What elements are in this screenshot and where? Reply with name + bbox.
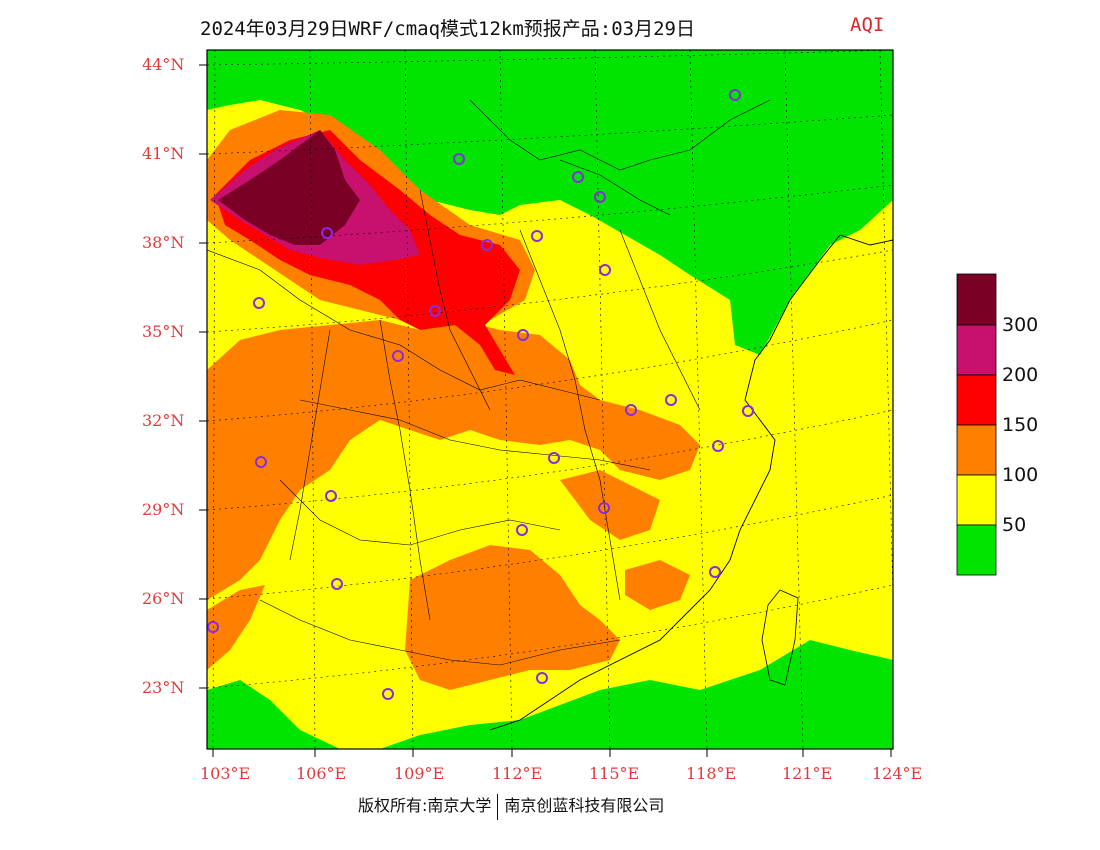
legend-swatch-usg	[956, 424, 997, 476]
station-ring	[531, 230, 543, 242]
lat-label-38n: 38°N	[142, 233, 185, 252]
station-ring	[207, 621, 219, 633]
station-ring	[548, 452, 560, 464]
aqi-label: AQI	[850, 14, 885, 36]
legend-label-200: 200	[1002, 364, 1039, 386]
legend-swatch-very-unhealthy	[956, 324, 997, 376]
station-ring	[517, 329, 529, 341]
station-ring	[625, 404, 637, 416]
legend-label-100: 100	[1002, 464, 1039, 486]
aqi-field	[207, 50, 893, 749]
station-ring	[392, 350, 404, 362]
lon-label-103e: 103°E	[200, 764, 251, 783]
lat-label-44n: 44°N	[142, 55, 185, 74]
map-title: 2024年03月29日WRF/cmaq模式12km预报产品:03月29日	[200, 18, 695, 40]
lat-label-23n: 23°N	[142, 678, 185, 697]
station-ring	[729, 89, 741, 101]
station-ring	[594, 191, 606, 203]
aqi-usg-sw-edge	[207, 585, 265, 670]
aqi-hazardous	[218, 130, 360, 245]
aqi-good-south-sea	[380, 640, 893, 749]
lon-label-106e: 106°E	[296, 764, 347, 783]
legend-swatch-hazardous	[956, 273, 997, 326]
copyright-right: 南京创蓝科技有限公司	[504, 796, 665, 815]
station-rings	[207, 89, 754, 700]
graticule	[207, 50, 893, 749]
legend-label-300: 300	[1002, 314, 1039, 336]
legend-swatch-unhealthy	[956, 374, 997, 426]
station-ring	[598, 502, 610, 514]
axis-ticks	[199, 64, 892, 757]
lon-label-115e: 115°E	[589, 764, 640, 783]
station-ring	[709, 566, 721, 578]
station-ring	[516, 524, 528, 536]
aqi-usg-fujian-patch	[625, 560, 690, 610]
station-ring	[253, 297, 265, 309]
legend-swatch-good	[956, 524, 997, 576]
aqi-usg-south	[405, 545, 620, 690]
aqi-usg-east-patch	[560, 470, 660, 540]
station-ring	[382, 688, 394, 700]
station-ring	[325, 490, 337, 502]
aqi-good-southwest	[207, 680, 340, 749]
lat-label-26n: 26°N	[142, 589, 185, 608]
lon-label-112e: 112°E	[492, 764, 543, 783]
copyright-footer: 版权所有:南京大学 南京创蓝科技有限公司	[358, 792, 664, 820]
station-ring	[481, 239, 493, 251]
legend-label-150: 150	[1002, 414, 1039, 436]
lat-label-32n: 32°N	[142, 411, 185, 430]
station-ring	[255, 456, 267, 468]
lat-label-29n: 29°N	[142, 500, 185, 519]
province-boundaries	[207, 99, 771, 666]
station-ring	[599, 264, 611, 276]
map-frame	[206, 49, 894, 750]
coastline	[489, 234, 893, 731]
lon-label-118e: 118°E	[686, 764, 737, 783]
station-ring	[321, 227, 333, 239]
legend-swatch-moderate	[956, 474, 997, 526]
station-ring	[572, 171, 584, 183]
footer-separator	[497, 793, 499, 820]
lat-label-35n: 35°N	[142, 322, 185, 341]
station-ring	[712, 440, 724, 452]
station-ring	[429, 305, 441, 317]
lon-label-121e: 121°E	[782, 764, 833, 783]
lat-label-41n: 41°N	[142, 144, 185, 163]
aqi-good-bohai	[680, 220, 745, 265]
aqi-legend-bar	[956, 273, 997, 576]
lon-label-109e: 109°E	[394, 764, 445, 783]
lon-label-124e: 124°E	[872, 764, 923, 783]
station-ring	[665, 394, 677, 406]
legend-label-50: 50	[1002, 514, 1027, 536]
station-ring	[331, 578, 343, 590]
station-ring	[742, 405, 754, 417]
station-ring	[536, 672, 548, 684]
copyright-left: 版权所有:南京大学	[358, 796, 492, 815]
station-ring	[453, 153, 465, 165]
